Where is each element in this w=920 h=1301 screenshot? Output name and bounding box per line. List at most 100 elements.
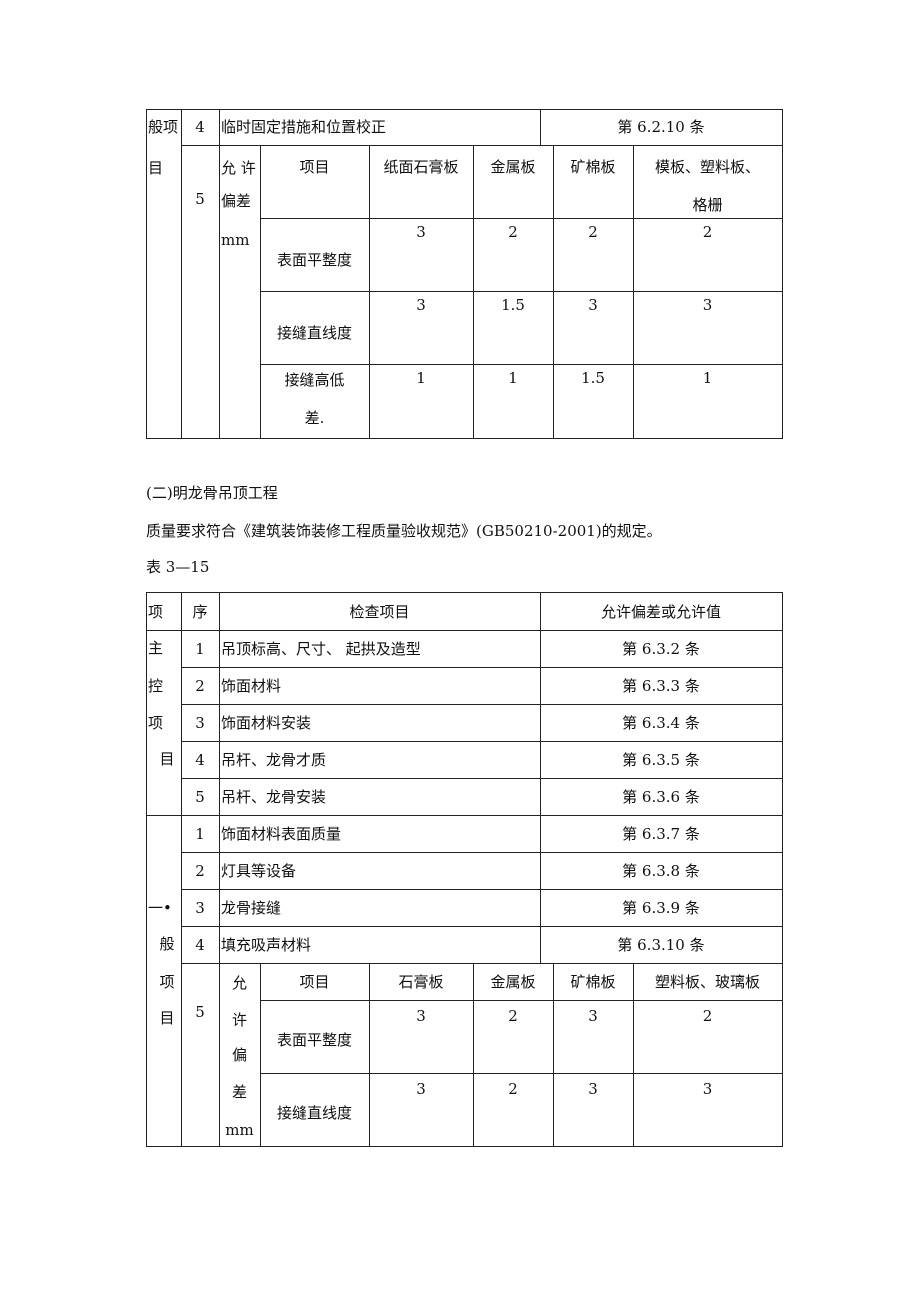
section-heading: (二)明龙骨吊顶工程 bbox=[146, 484, 278, 502]
row-seq: 5 bbox=[195, 190, 205, 208]
row-label: 表面平整度 bbox=[276, 1031, 352, 1049]
group-label: 偏 bbox=[231, 1046, 247, 1064]
row-seq: 4 bbox=[195, 750, 205, 769]
main-label: 项 bbox=[148, 714, 164, 732]
column-header: 矿棉板 bbox=[570, 973, 616, 991]
value: 2 bbox=[508, 1080, 518, 1098]
row-clause: 第 6.3.6 条 bbox=[622, 787, 700, 806]
row-clause: 第 6.3.9 条 bbox=[622, 898, 700, 917]
group-label: 允 bbox=[231, 974, 247, 992]
group-label: 差 bbox=[231, 1083, 247, 1101]
row-clause: 第 6.2.10 条 bbox=[617, 118, 705, 136]
column-header: 序 bbox=[192, 603, 208, 621]
group-label-cell bbox=[219, 145, 261, 439]
value: 1 bbox=[416, 369, 426, 387]
row-seq: 1 bbox=[195, 639, 205, 658]
row-seq: 3 bbox=[195, 713, 205, 732]
value: 3 bbox=[702, 296, 713, 314]
row-label: 表面平整度 bbox=[276, 251, 352, 269]
column-header: 项 bbox=[148, 603, 164, 621]
row-item: 灯具等设备 bbox=[221, 861, 297, 880]
column-header: 允许偏差或允许值 bbox=[600, 603, 721, 621]
row-item: 填充吸声材料 bbox=[221, 935, 312, 954]
value: 3 bbox=[588, 1007, 598, 1025]
row-item: 临时固定措施和位置校正 bbox=[221, 118, 387, 136]
row-seq: 2 bbox=[195, 676, 205, 695]
row-item: 饰面材料 bbox=[221, 676, 282, 695]
column-header: 塑料板、玻璃板 bbox=[654, 973, 760, 991]
column-header: 金属板 bbox=[490, 973, 536, 991]
main-label: 主 bbox=[148, 639, 164, 657]
main-label: 目 bbox=[159, 750, 175, 768]
general-label: 一• bbox=[148, 899, 172, 917]
table-cell bbox=[181, 963, 220, 1147]
row-label: 差. bbox=[304, 409, 325, 427]
header-cell bbox=[260, 145, 370, 219]
section-label: 目 bbox=[148, 159, 164, 177]
row-clause: 第 6.3.8 条 bbox=[622, 861, 700, 880]
main-label: 控 bbox=[148, 677, 164, 695]
column-header: 项目 bbox=[299, 158, 330, 176]
value: 3 bbox=[588, 296, 598, 314]
table-cell bbox=[633, 1073, 783, 1147]
row-clause: 第 6.3.2 条 bbox=[622, 639, 700, 658]
row-clause: 第 6.3.3 条 bbox=[622, 676, 700, 695]
value: 2 bbox=[508, 1007, 518, 1025]
row-seq: 2 bbox=[195, 861, 205, 880]
row-seq: 1 bbox=[195, 824, 205, 843]
general-label: 般 bbox=[159, 935, 175, 953]
row-seq: 5 bbox=[195, 787, 205, 806]
column-header: 矿棉板 bbox=[570, 158, 616, 176]
row-seq: 5 bbox=[195, 1003, 205, 1021]
group-label: mm bbox=[225, 1121, 254, 1139]
row-label: 接缝高低 bbox=[284, 371, 345, 389]
value: 2 bbox=[588, 223, 598, 241]
row-item: 饰面材料表面质量 bbox=[221, 824, 342, 843]
group-label: 偏差 bbox=[221, 192, 252, 210]
row-item: 吊杆、龙骨才质 bbox=[221, 750, 327, 769]
table-cell bbox=[633, 364, 783, 439]
value: 3 bbox=[416, 296, 426, 314]
row-seq: 4 bbox=[195, 935, 205, 954]
value: 1 bbox=[702, 369, 713, 387]
row-label: 接缝直线度 bbox=[276, 1104, 352, 1122]
table-number: 表 3—15 bbox=[146, 558, 210, 576]
column-header: 检查项目 bbox=[349, 603, 410, 621]
header-cell bbox=[473, 145, 554, 219]
general-label: 项 bbox=[159, 973, 175, 991]
row-label: 接缝直线度 bbox=[276, 324, 352, 342]
value: 2 bbox=[702, 223, 713, 241]
row-item: 龙骨接缝 bbox=[221, 898, 282, 917]
column-header: 格栅 bbox=[692, 196, 723, 214]
value: 1.5 bbox=[581, 369, 605, 387]
value: 3 bbox=[588, 1080, 598, 1098]
row-clause: 第 6.3.10 条 bbox=[617, 935, 705, 954]
header-cell bbox=[369, 145, 474, 219]
value: 3 bbox=[416, 1080, 426, 1098]
row-clause: 第 6.3.7 条 bbox=[622, 824, 700, 843]
row-clause: 第 6.3.4 条 bbox=[622, 713, 700, 732]
value: 1.5 bbox=[501, 296, 525, 314]
row-seq: 4 bbox=[195, 118, 205, 136]
value: 3 bbox=[702, 1080, 713, 1098]
requirement-text: 质量要求符合《建筑装饰装修工程质量验收规范》(GB50210-2001)的规定。 bbox=[146, 522, 662, 540]
row-item: 吊顶标高、尺寸、 起拱及造型 bbox=[221, 639, 421, 658]
value: 2 bbox=[508, 223, 518, 241]
row-clause: 第 6.3.5 条 bbox=[622, 750, 700, 769]
header-cell bbox=[553, 145, 634, 219]
general-label: 目 bbox=[159, 1009, 175, 1027]
value: 3 bbox=[416, 1007, 426, 1025]
column-header: 纸面石膏板 bbox=[383, 158, 459, 176]
value: 1 bbox=[508, 369, 518, 387]
column-header: 石膏板 bbox=[398, 973, 444, 991]
row-item: 饰面材料安装 bbox=[221, 713, 312, 732]
row-item: 吊杆、龙骨安装 bbox=[221, 787, 327, 806]
column-header: 金属板 bbox=[490, 158, 536, 176]
group-label: mm bbox=[221, 231, 250, 249]
column-header: 项目 bbox=[299, 973, 330, 991]
value: 2 bbox=[702, 1007, 713, 1025]
row-seq: 3 bbox=[195, 898, 205, 917]
section-label: 般项 bbox=[148, 118, 179, 136]
column-header: 模板、塑料板、 bbox=[654, 158, 760, 176]
